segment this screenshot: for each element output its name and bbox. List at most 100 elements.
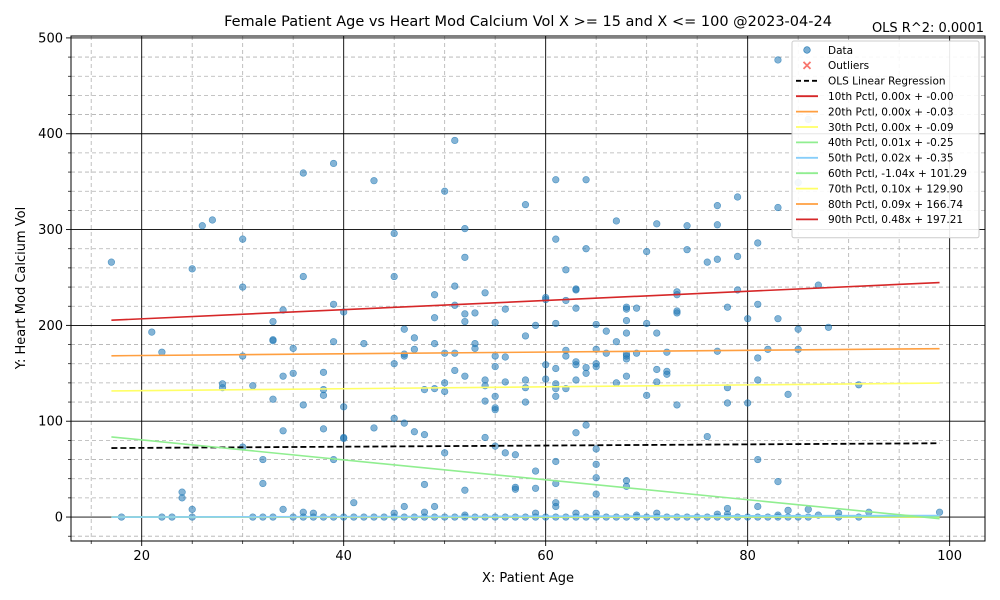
data-point bbox=[592, 474, 600, 482]
data-point bbox=[754, 502, 762, 511]
data-point bbox=[390, 272, 398, 281]
data-point bbox=[521, 376, 530, 384]
data-point bbox=[723, 399, 732, 407]
data-point bbox=[148, 328, 156, 336]
data-point bbox=[390, 360, 398, 368]
legend-label: 60th Pctl, -1.04x + 101.29 bbox=[828, 168, 967, 180]
data-point bbox=[521, 201, 530, 209]
data-point bbox=[491, 392, 499, 400]
data-point bbox=[754, 354, 762, 362]
data-point bbox=[552, 176, 560, 184]
y-tick-label: 200 bbox=[38, 319, 63, 334]
data-point bbox=[703, 432, 711, 441]
data-point bbox=[562, 266, 570, 274]
data-point bbox=[531, 321, 540, 329]
data-point bbox=[723, 303, 732, 311]
data-point bbox=[794, 325, 802, 333]
data-point bbox=[774, 315, 782, 323]
data-point bbox=[663, 348, 671, 356]
data-point bbox=[461, 225, 469, 233]
data-point bbox=[481, 289, 489, 297]
legend-label: Outliers bbox=[828, 60, 869, 72]
data-point bbox=[572, 376, 580, 384]
data-point bbox=[107, 258, 115, 266]
legend-label: 40th Pctl, 0.01x + -0.25 bbox=[828, 137, 954, 149]
data-point bbox=[441, 387, 449, 396]
x-tick-label: 40 bbox=[335, 549, 352, 564]
data-point bbox=[269, 337, 277, 345]
data-point bbox=[350, 499, 358, 507]
data-point bbox=[733, 193, 742, 201]
y-tick-label: 300 bbox=[38, 223, 63, 238]
data-point bbox=[279, 372, 287, 380]
data-point bbox=[855, 381, 863, 389]
data-point bbox=[552, 502, 560, 511]
data-point bbox=[501, 305, 509, 313]
legend-label: 70th Pctl, 0.10x + 129.90 bbox=[828, 183, 963, 195]
data-point bbox=[319, 391, 328, 399]
plot-frame bbox=[70, 35, 986, 542]
data-point bbox=[370, 177, 378, 185]
data-point bbox=[461, 310, 469, 318]
data-point bbox=[501, 353, 509, 361]
data-point bbox=[531, 484, 540, 492]
legend-box bbox=[791, 40, 980, 239]
data-point bbox=[430, 339, 439, 348]
data-point bbox=[804, 505, 812, 513]
data-point bbox=[441, 379, 449, 387]
data-point bbox=[441, 187, 449, 195]
data-point bbox=[370, 424, 378, 432]
data-point bbox=[188, 505, 196, 513]
data-point bbox=[299, 401, 307, 409]
data-point bbox=[471, 309, 479, 317]
data-point bbox=[612, 338, 620, 346]
r-squared-annotation: OLS R^2: 0.0001 bbox=[872, 21, 984, 36]
data-point bbox=[562, 352, 570, 360]
line-60th-pctl bbox=[111, 436, 940, 520]
data-point bbox=[521, 332, 530, 340]
data-point bbox=[703, 258, 711, 266]
data-point bbox=[552, 392, 560, 400]
data-point bbox=[461, 317, 469, 326]
legend-marker-outliers bbox=[802, 61, 812, 70]
data-point bbox=[744, 315, 752, 323]
data-point bbox=[663, 370, 671, 378]
data-point bbox=[430, 502, 439, 511]
data-point bbox=[279, 505, 287, 513]
data-point bbox=[592, 362, 600, 371]
data-point bbox=[592, 320, 600, 329]
data-point bbox=[410, 345, 418, 353]
legend-label: 30th Pctl, 0.00x + -0.09 bbox=[828, 122, 954, 134]
legend: Data Outliers OLS Linear Regression 10th Pc… bbox=[791, 40, 980, 239]
data-point bbox=[420, 431, 429, 439]
data-point bbox=[329, 300, 338, 308]
data-point bbox=[239, 235, 247, 243]
y-tick-label: 0 bbox=[55, 511, 63, 526]
x-tick-label: 60 bbox=[537, 549, 554, 564]
data-point bbox=[653, 220, 661, 228]
data-point bbox=[430, 291, 439, 299]
data-point bbox=[733, 252, 742, 260]
data-point bbox=[390, 414, 398, 422]
data-point bbox=[511, 485, 519, 493]
data-point bbox=[643, 319, 651, 328]
line-80th-pctl bbox=[111, 347, 940, 357]
line-70th-pctl bbox=[111, 382, 940, 392]
data-point bbox=[269, 317, 277, 326]
data-point bbox=[552, 235, 560, 243]
data-point bbox=[572, 286, 580, 294]
regression-lines bbox=[111, 281, 940, 520]
data-point bbox=[481, 397, 489, 405]
y-axis-label: Y: Heart Mod Calcium Vol bbox=[14, 207, 29, 371]
data-point bbox=[400, 419, 408, 427]
data-point bbox=[784, 506, 792, 514]
data-point bbox=[340, 434, 348, 443]
data-point bbox=[531, 467, 540, 475]
data-point bbox=[602, 327, 610, 335]
legend-label: 50th Pctl, 0.02x + -0.35 bbox=[828, 153, 954, 165]
data-point bbox=[430, 314, 439, 322]
data-point bbox=[592, 460, 600, 468]
data-point bbox=[713, 221, 721, 229]
data-point bbox=[683, 222, 691, 230]
data-point bbox=[622, 372, 631, 380]
